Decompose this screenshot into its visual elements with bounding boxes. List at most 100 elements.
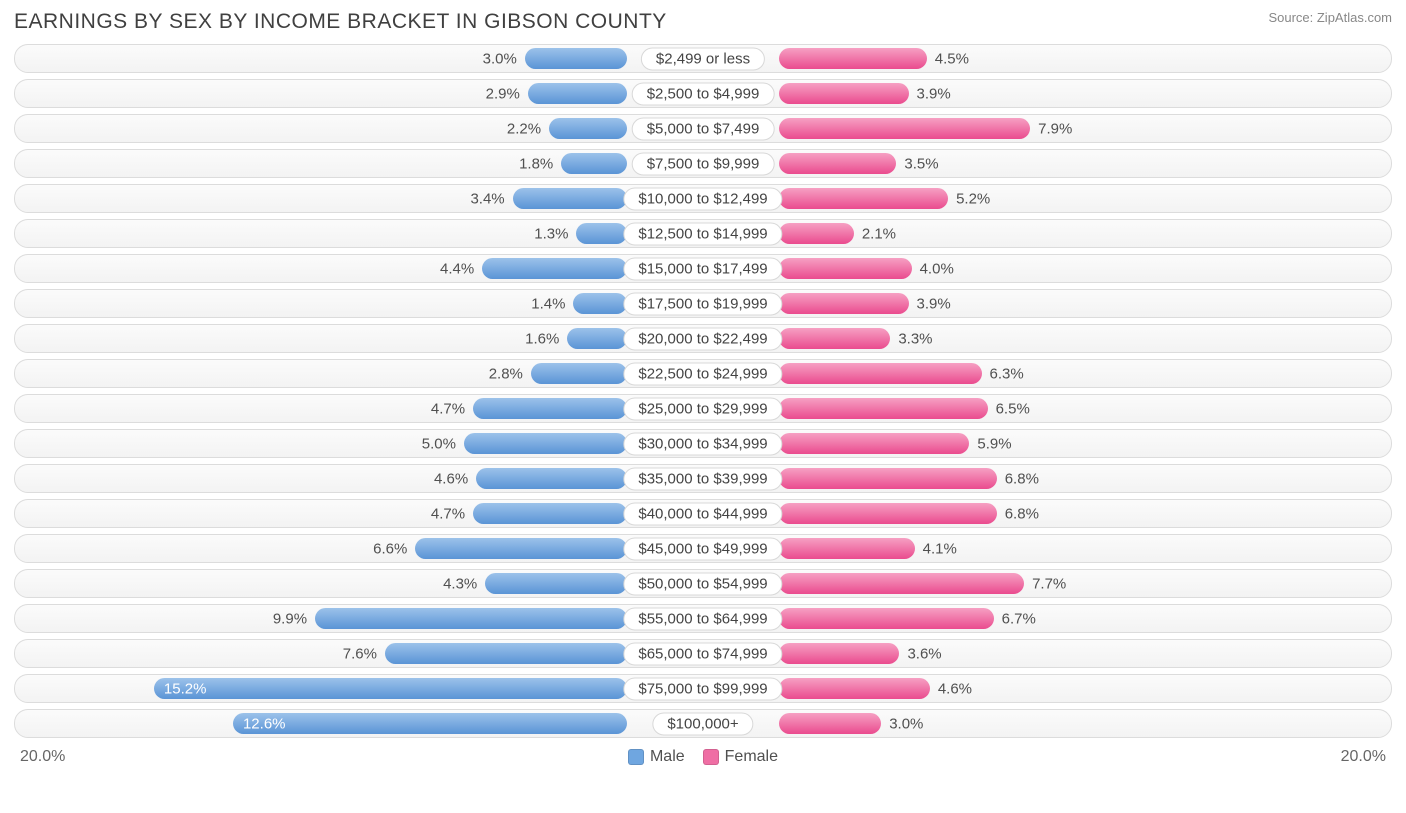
male-value-label: 1.3% [534,225,576,242]
female-value-label: 3.9% [909,295,951,312]
female-value-label: 7.9% [1030,120,1072,137]
female-value-label: 6.8% [997,470,1039,487]
category-label: $30,000 to $34,999 [623,432,782,455]
source-attribution: Source: ZipAtlas.com [1268,10,1392,25]
female-bar: 4.6% [779,678,930,699]
category-label: $2,499 or less [641,47,765,70]
category-label: $22,500 to $24,999 [623,362,782,385]
male-value-label: 1.8% [519,155,561,172]
male-value-label: 4.7% [431,400,473,417]
axis-max-left: 20.0% [20,748,65,766]
chart-row: 5.0% 5.9%$30,000 to $34,999 [14,429,1392,458]
category-label: $10,000 to $12,499 [623,187,782,210]
male-bar: 3.0% [525,48,627,69]
category-label: $2,500 to $4,999 [632,82,775,105]
chart-row: 7.6%3.6%$65,000 to $74,999 [14,639,1392,668]
category-label: $25,000 to $29,999 [623,397,782,420]
female-bar: 6.7% [779,608,994,629]
category-label: $15,000 to $17,499 [623,257,782,280]
male-value-label: 15.2% [164,680,207,697]
male-value-label: 4.3% [443,575,485,592]
female-value-label: 2.1% [854,225,896,242]
female-bar: 5.9% [779,433,969,454]
chart-title: EARNINGS BY SEX BY INCOME BRACKET IN GIB… [14,10,667,34]
female-bar: 2.1% [779,223,854,244]
chart-row: 2.9%3.9%$2,500 to $4,999 [14,79,1392,108]
male-bar: 3.4% [513,188,627,209]
female-value-label: 4.1% [915,540,957,557]
female-bar: 3.5% [779,153,896,174]
female-bar: 3.9% [779,83,909,104]
legend-item-male: Male [628,748,685,766]
male-bar: 4.4% [482,258,627,279]
chart-row: 4.4% 4.0%$15,000 to $17,499 [14,254,1392,283]
chart-row: 1.4%3.9%$17,500 to $19,999 [14,289,1392,318]
chart-row: 6.6%4.1%$45,000 to $49,999 [14,534,1392,563]
female-bar: 4.5% [779,48,927,69]
male-value-label: 5.0% [422,435,464,452]
chart-row: 15.2%4.6%$75,000 to $99,999 [14,674,1392,703]
male-bar: 7.6% [385,643,627,664]
axis-max-right: 20.0% [1341,748,1386,766]
male-value-label: 2.9% [486,85,528,102]
female-value-label: 6.5% [988,400,1030,417]
category-label: $20,000 to $22,499 [623,327,782,350]
male-value-label: 4.4% [440,260,482,277]
female-value-label: 3.0% [881,715,923,732]
female-bar: 3.3% [779,328,890,349]
female-bar: 6.8% [779,503,997,524]
female-value-label: 4.5% [927,50,969,67]
category-label: $50,000 to $54,999 [623,572,782,595]
female-bar: 6.3% [779,363,982,384]
female-bar: 3.0% [779,713,881,734]
female-bar: 3.6% [779,643,899,664]
female-value-label: 3.6% [899,645,941,662]
male-bar: 4.7% [473,503,627,524]
chart-row: 3.4%5.2%$10,000 to $12,499 [14,184,1392,213]
legend-male-label: Male [650,748,685,766]
female-bar: 6.8% [779,468,997,489]
male-value-label: 3.0% [483,50,525,67]
male-bar: 6.6% [415,538,627,559]
male-bar: 1.6% [567,328,627,349]
female-value-label: 3.9% [909,85,951,102]
legend-female-label: Female [725,748,778,766]
chart-row: 1.8% 3.5%$7,500 to $9,999 [14,149,1392,178]
male-value-label: 2.8% [489,365,531,382]
diverging-bar-chart: 3.0%4.5%$2,499 or less2.9%3.9%$2,500 to … [14,44,1392,738]
female-value-label: 4.6% [930,680,972,697]
chart-row: 2.8% 6.3%$22,500 to $24,999 [14,359,1392,388]
chart-row: 3.0% 4.5% $2,499 or less [14,44,1392,73]
female-bar: 4.1% [779,538,915,559]
category-label: $65,000 to $74,999 [623,642,782,665]
category-label: $35,000 to $39,999 [623,467,782,490]
category-label: $55,000 to $64,999 [623,607,782,630]
female-bar: 7.7% [779,573,1024,594]
female-swatch [703,749,719,765]
male-value-label: 9.9% [273,610,315,627]
male-bar: 9.9% [315,608,627,629]
female-bar: 6.5% [779,398,988,419]
male-value-label: 4.6% [434,470,476,487]
male-bar: 4.6% [476,468,627,489]
category-label: $12,500 to $14,999 [623,222,782,245]
chart-row: 9.9%6.7%$55,000 to $64,999 [14,604,1392,633]
chart-row: 12.6%3.0%$100,000+ [14,709,1392,738]
chart-row: 4.7%6.5%$25,000 to $29,999 [14,394,1392,423]
male-bar: 2.2% [549,118,627,139]
male-value-label: 2.2% [507,120,549,137]
female-bar: 4.0% [779,258,912,279]
male-bar: 2.9% [528,83,627,104]
male-bar: 1.4% [573,293,627,314]
chart-row: 1.6%3.3%$20,000 to $22,499 [14,324,1392,353]
female-value-label: 6.7% [994,610,1036,627]
category-label: $100,000+ [652,712,753,735]
female-value-label: 3.3% [890,330,932,347]
male-value-label: 1.4% [531,295,573,312]
chart-row: 4.6%6.8%$35,000 to $39,999 [14,464,1392,493]
female-bar: 7.9% [779,118,1030,139]
female-bar: 3.9% [779,293,909,314]
chart-row: 4.7%6.8%$40,000 to $44,999 [14,499,1392,528]
category-label: $7,500 to $9,999 [632,152,775,175]
male-bar: 15.2% [154,678,627,699]
